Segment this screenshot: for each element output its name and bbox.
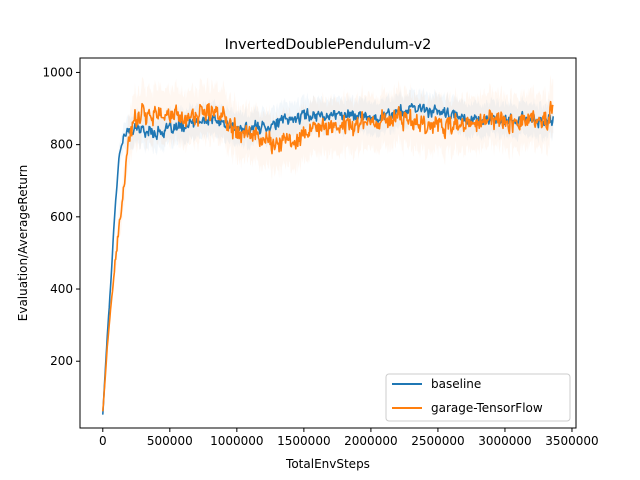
- x-tick-label: 3000000: [478, 434, 531, 448]
- x-tick-label: 2000000: [344, 434, 397, 448]
- legend: baseline garage-TensorFlow: [385, 373, 571, 422]
- x-tick-label: 3500000: [545, 434, 598, 448]
- x-axis-ticks: 0 500000 1000000 1500000 2000000 2500000 30000…: [99, 428, 599, 448]
- y-tick-label: 1000: [42, 65, 73, 79]
- x-tick-label: 1000000: [210, 434, 263, 448]
- x-tick-label: 1500000: [277, 434, 330, 448]
- y-tick-label: 600: [50, 210, 73, 224]
- y-tick-label: 400: [50, 282, 73, 296]
- y-tick-label: 800: [50, 138, 73, 152]
- series-line-baseline: [101, 102, 555, 415]
- x-tick-label: 500000: [147, 434, 193, 448]
- y-axis-label: Evaluation/AverageReturn: [16, 165, 30, 321]
- chart-title: InvertedDoublePendulum-v2: [225, 37, 432, 53]
- legend-label-baseline: baseline: [431, 377, 481, 391]
- y-tick-label: 200: [50, 354, 73, 368]
- std-band-1: [102, 74, 554, 414]
- plot-frame: [79, 57, 577, 429]
- x-tick-label: 2500000: [411, 434, 464, 448]
- x-axis-label: TotalEnvSteps: [285, 457, 370, 471]
- y-axis-ticks: 200 400 600 800 1000: [42, 65, 80, 368]
- series-lines: [101, 100, 555, 415]
- x-tick-label: 0: [99, 434, 107, 448]
- legend-label-garage-tensorflow: garage-TensorFlow: [431, 401, 543, 415]
- legend-box: [385, 373, 571, 422]
- series-line-garage-tensorflow: [101, 100, 554, 412]
